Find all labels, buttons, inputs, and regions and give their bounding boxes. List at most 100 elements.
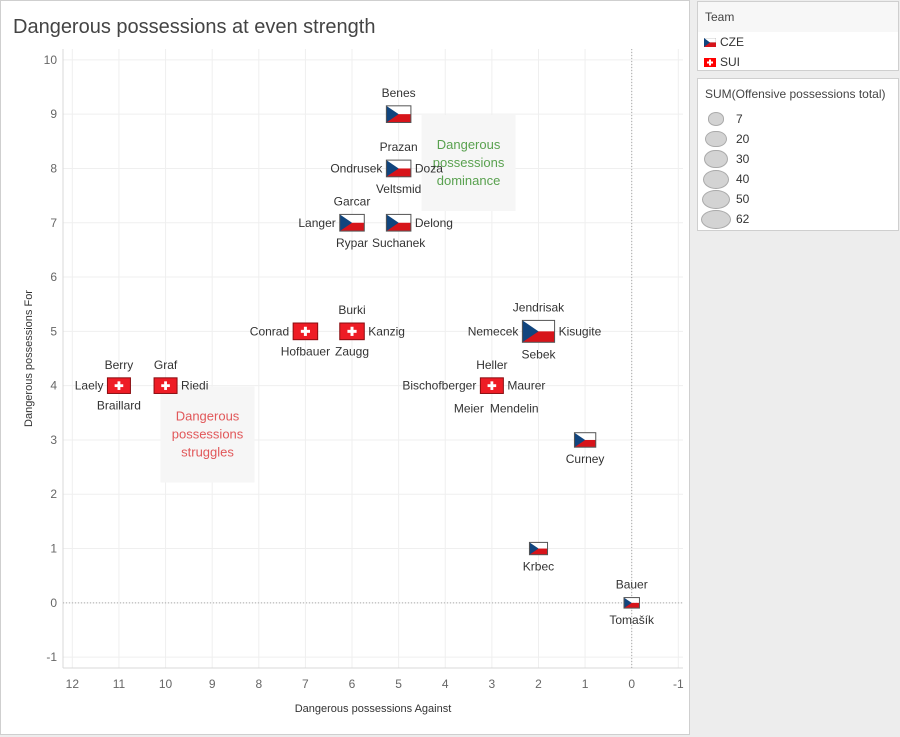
y-tick-label: -1 [46, 650, 57, 664]
size-bubble-wrap [698, 169, 734, 189]
size-legend-label: 30 [736, 152, 750, 166]
annotation-box [421, 115, 516, 212]
czech-flag-marker[interactable] [339, 213, 365, 232]
point-label: Langer [298, 216, 335, 230]
czech-flag-marker[interactable] [385, 159, 412, 178]
annotation-text: Dangerous [437, 137, 501, 152]
point-label: Prazan [380, 140, 418, 154]
x-tick-label: 3 [489, 677, 496, 691]
y-tick-label: 1 [50, 542, 57, 556]
size-bubble-wrap [698, 189, 734, 209]
size-legend-title: SUM(Offensive possessions total) [705, 87, 886, 101]
x-tick-label: 8 [255, 677, 262, 691]
size-legend-label: 7 [736, 112, 743, 126]
chart-panel: 12 11 10 9 8 7 6 5 4 3 2 1 0 -1 10 9 8 7 6 5 4 3 2 1 0 -1 Dangerou… [0, 0, 690, 735]
x-tick-label: 10 [159, 677, 173, 691]
czech-flag-icon [704, 37, 716, 47]
point-label: Krbec [523, 560, 554, 574]
size-legend-item[interactable]: 30 [698, 149, 898, 169]
scatter-plot: 12 11 10 9 8 7 6 5 4 3 2 1 0 -1109876543210-1Dangerou… [23, 49, 684, 715]
size-bubble-icon [703, 169, 729, 189]
y-tick-label: 10 [44, 53, 58, 67]
point-label: Curney [566, 452, 605, 466]
size-legend-item[interactable]: 40 [698, 169, 898, 189]
czech-flag-marker[interactable] [521, 319, 556, 343]
x-tick-label: 12 [66, 677, 80, 691]
point-label: Delong [415, 216, 453, 230]
x-tick-label: 2 [535, 677, 542, 691]
x-tick-label: -1 [673, 677, 684, 691]
swiss-flag-marker[interactable] [153, 377, 178, 394]
swiss-flag-marker[interactable] [339, 322, 365, 341]
czech-flag-marker[interactable] [573, 432, 597, 448]
x-tick-label: 5 [395, 677, 402, 691]
point-label: Jendrisak [513, 300, 565, 314]
point-label: Conrad [250, 324, 289, 338]
annotation-text: Dangerous [176, 409, 240, 424]
point-label: Rypar [336, 236, 368, 250]
x-tick-label: 11 [113, 677, 126, 691]
size-legend-item[interactable]: 50 [698, 189, 898, 209]
size-legend-item[interactable]: 7 [698, 109, 898, 129]
swiss-flag-marker[interactable] [106, 377, 131, 394]
point-label: Berry [105, 358, 134, 372]
point-label: Kanzig [368, 324, 405, 338]
point-label: Doza [415, 161, 443, 175]
annotation-text: dominance [437, 173, 501, 188]
point-label: Tomašík [609, 613, 655, 627]
size-bubble-wrap [698, 209, 734, 229]
size-bubble-icon [704, 149, 728, 169]
size-bubble-wrap [698, 130, 734, 148]
x-tick-label: 1 [582, 677, 589, 691]
y-tick-label: 4 [50, 379, 57, 393]
point-label: Bauer [616, 578, 648, 592]
x-tick-label: 7 [302, 677, 309, 691]
size-legend-item[interactable]: 62 [698, 209, 898, 229]
team-legend[interactable]: Team CZE SUI [697, 1, 899, 71]
y-tick-label: 7 [50, 216, 57, 230]
y-tick-label: 2 [50, 487, 57, 501]
swiss-flag-marker[interactable] [479, 377, 504, 394]
y-tick-label: 8 [50, 161, 57, 175]
x-tick-label: 4 [442, 677, 449, 691]
point-label: Bischofberger [402, 379, 476, 393]
annotation-text: struggles [181, 445, 234, 460]
point-label: Benes [382, 86, 416, 100]
czech-flag-marker[interactable] [623, 597, 640, 609]
size-legend-label: 50 [736, 192, 750, 206]
size-legend-label: 62 [736, 212, 750, 226]
point-label: Riedi [181, 379, 208, 393]
y-tick-label: 6 [50, 270, 57, 284]
legend-item-sui[interactable]: SUI [698, 52, 898, 72]
point-label: Meier [454, 401, 484, 415]
point-label: Veltsmid [376, 182, 421, 196]
annotation-text: possessions [172, 427, 244, 442]
point-label: Sebek [521, 347, 556, 361]
swiss-flag-icon [704, 57, 716, 67]
point-label: Hofbauer [281, 345, 330, 359]
czech-flag-marker[interactable] [385, 213, 412, 232]
czech-flag-marker[interactable] [528, 541, 549, 556]
point-label: Mendelin [490, 401, 539, 415]
y-tick-label: 9 [50, 107, 57, 121]
size-bubble-icon [702, 189, 730, 209]
point-label: Heller [476, 358, 507, 372]
point-label: Maurer [507, 379, 545, 393]
point-label: Laely [75, 379, 104, 393]
czech-flag-marker[interactable] [385, 105, 412, 123]
size-bubble-icon [705, 130, 727, 148]
point-label: Garcar [334, 194, 371, 208]
size-bubble-wrap [698, 149, 734, 169]
annotation-box [160, 386, 255, 483]
point-label: Burki [338, 303, 365, 317]
legend-item-sui-label: SUI [720, 55, 741, 69]
y-tick-label: 0 [50, 596, 57, 610]
point-label: Graf [154, 358, 178, 372]
swiss-flag-marker[interactable] [292, 322, 319, 341]
x-tick-label: 0 [628, 677, 635, 691]
team-legend-title: Team [698, 2, 898, 32]
size-bubble-wrap [698, 112, 734, 126]
legend-item-cze[interactable]: CZE [698, 32, 898, 52]
size-legend-item[interactable]: 20 [698, 129, 898, 149]
size-legend[interactable]: SUM(Offensive possessions total) 7 20 30 40… [697, 78, 899, 231]
